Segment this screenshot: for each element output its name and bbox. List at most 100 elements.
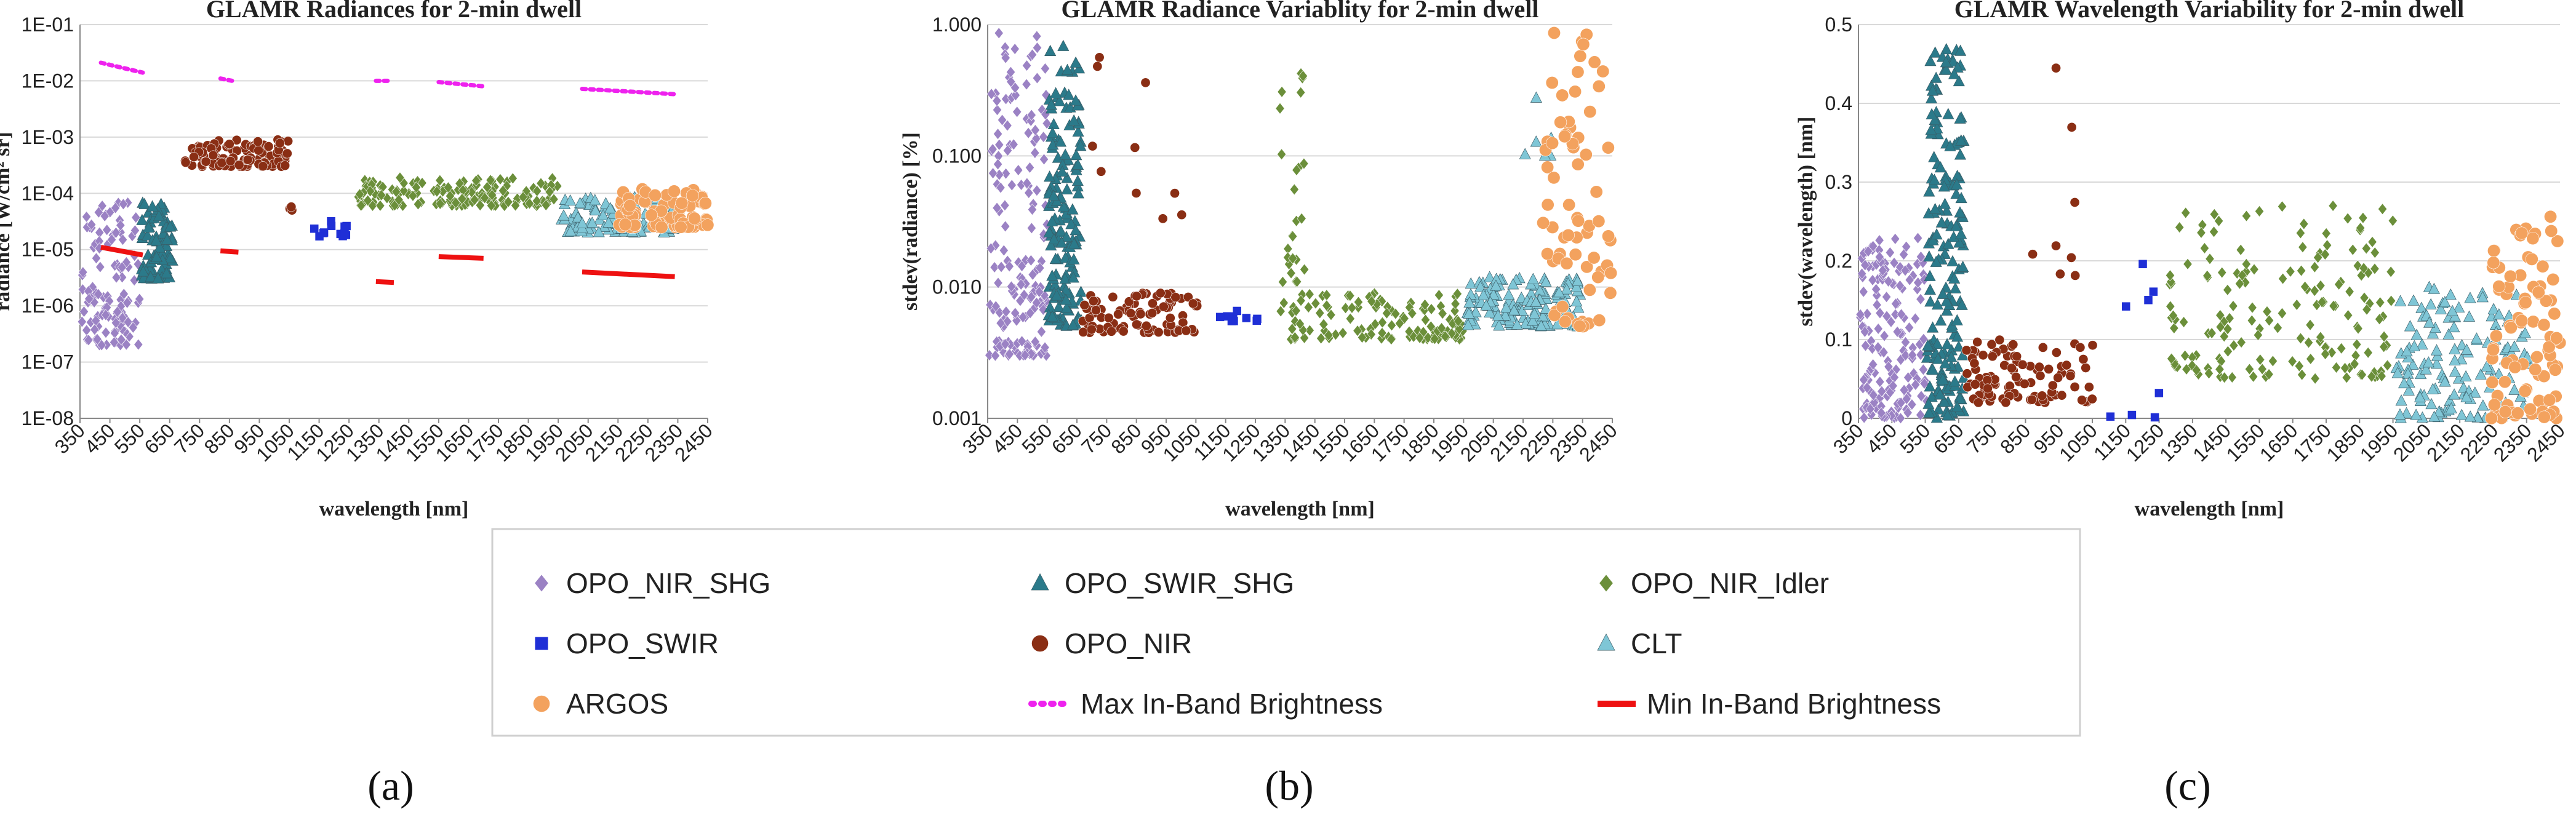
data-point [2511,407,2524,420]
data-point [411,181,421,194]
data-point [2410,408,2422,420]
data-point [994,138,1004,151]
data-point [1554,116,1567,129]
data-point [1027,49,1038,61]
data-point [1579,148,1593,161]
data-point [2485,412,2498,425]
data-point [2546,273,2560,286]
data-point [1961,345,1972,356]
data-point [2017,359,2028,370]
data-point [508,172,518,185]
data-point [1043,226,1055,237]
legend-swatch [535,637,548,650]
data-point [130,225,140,237]
data-point [2544,210,2558,223]
series-opo-nir-idler [2165,200,2398,384]
data-point [1135,309,1146,319]
data-point [2217,266,2227,279]
data-point [1386,319,1397,332]
data-point [1546,137,1559,150]
data-point [2453,301,2465,312]
data-point [2179,316,2189,328]
data-point [1016,278,1026,290]
data-segment [100,244,143,258]
data-point [2548,363,2562,376]
data-point [111,271,121,284]
data-point [1596,65,1610,78]
data-point [1046,269,1058,281]
data-point [1017,335,1027,348]
data-point [1066,203,1079,215]
data-point [2353,322,2363,335]
data-point [161,233,173,245]
data-point [2340,362,2350,374]
data-point [2066,122,2077,132]
data-point [1973,397,1983,408]
data-point [2081,363,2091,373]
data-point [1541,247,1554,261]
data-point [2313,252,2323,264]
data-point [1071,174,1084,186]
data-point [1450,298,1460,310]
data-point [2236,244,2246,256]
data-point [1916,409,1926,421]
x-tick-label: 2450 [2522,419,2569,466]
data-point [1937,287,1949,299]
data-point [90,324,100,336]
data-point [1571,65,1585,79]
legend-label: OPO_NIR_SHG [566,567,770,599]
data-point [2215,363,2225,375]
data-point [137,265,150,277]
data-point [2416,338,2428,350]
data-point [1027,204,1038,216]
data-point [667,185,681,198]
data-point [2047,380,2058,391]
data-point [2407,358,2419,370]
data-point [2543,393,2556,407]
data-point [991,300,1001,312]
series-clt [1461,91,1589,332]
data-point [1919,333,1929,345]
data-point [1574,49,1587,63]
legend-item-opo-nir: OPO_NIR [1031,627,1192,659]
data-point [1953,236,1966,248]
data-point [1940,295,1953,306]
data-point [1924,295,1937,307]
data-point [2519,327,2531,338]
data-point [2321,227,2331,239]
data-point [2075,342,2086,352]
data-point [2343,309,2353,322]
data-point [2219,330,2229,343]
data-point [2363,346,2373,359]
data-point [1060,301,1073,313]
data-point [1039,131,1049,143]
series-argos [612,182,714,234]
data-point [1026,348,1036,360]
data-point [1004,260,1014,273]
data-point [2518,384,2532,398]
series-argos [1537,26,1618,333]
data-segment [218,76,235,83]
data-point [1345,290,1355,302]
data-point [1955,191,1967,204]
data-point [2477,399,2489,411]
series-opo-swir [2106,260,2164,422]
data-point [1889,257,1899,269]
data-point [1292,276,1302,288]
data-point [1300,263,1310,276]
data-point [1091,305,1101,316]
data-point [118,198,128,210]
data-point [482,181,492,193]
data-point [2278,273,2288,285]
data-point [1537,216,1550,229]
data-point [1096,166,1106,177]
data-point [1898,249,1909,261]
data-point [1530,135,1542,147]
data-point [2168,309,2178,322]
data-point [1326,309,1336,321]
panel-label-b: (b) [1265,762,1313,809]
y-tick-label: 0.1 [1825,328,1852,351]
data-point [1553,286,1566,298]
data-point [1928,151,1940,162]
data-point [280,161,290,171]
